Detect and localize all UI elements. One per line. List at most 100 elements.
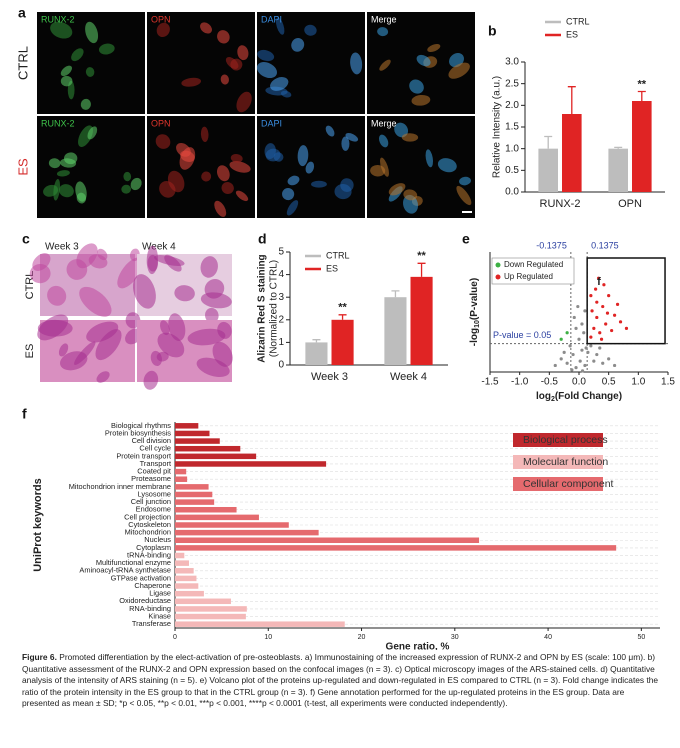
panel-label: f bbox=[22, 406, 27, 422]
point bbox=[598, 346, 602, 350]
stain bbox=[168, 313, 186, 342]
row-label: CTRL bbox=[15, 46, 30, 80]
bar bbox=[175, 499, 215, 505]
cell bbox=[225, 56, 239, 69]
column-label: Week 4 bbox=[142, 242, 176, 253]
y-tick-label: Proteasome bbox=[131, 474, 171, 483]
x-tick-label: Week 4 bbox=[390, 371, 427, 383]
bar bbox=[175, 514, 259, 521]
y-axis-label-part: 10 bbox=[474, 320, 481, 328]
bar bbox=[175, 430, 210, 437]
stain bbox=[58, 343, 69, 357]
point bbox=[580, 348, 584, 352]
y-tick-label: 0.0 bbox=[505, 187, 519, 198]
legend-label: Down Regulated bbox=[504, 260, 563, 269]
error-bar bbox=[338, 314, 347, 320]
point bbox=[589, 335, 593, 339]
point bbox=[568, 344, 572, 348]
error-bar bbox=[567, 86, 576, 114]
cell bbox=[159, 181, 176, 198]
point bbox=[580, 322, 584, 326]
y-tick-label: Cytoplasm bbox=[136, 543, 171, 552]
y-tick-label: Nucleus bbox=[144, 535, 171, 544]
cell bbox=[85, 67, 95, 77]
figure: a CTRL RUNX-2 OPN DAPI Merge ES RUNX-2 OPN DAPI Me… bbox=[15, 5, 675, 650]
cell bbox=[425, 149, 434, 168]
y-tick-label: Biological rhythms bbox=[111, 421, 171, 430]
point bbox=[565, 361, 569, 365]
bar bbox=[175, 529, 319, 536]
bar bbox=[175, 552, 185, 559]
cell bbox=[304, 24, 317, 36]
y-tick-label: 3.0 bbox=[505, 57, 519, 68]
bar bbox=[175, 537, 480, 544]
channel-label: DAPI bbox=[261, 118, 282, 128]
stain bbox=[47, 285, 67, 306]
cell bbox=[176, 143, 191, 157]
point bbox=[599, 337, 604, 341]
cell bbox=[155, 134, 171, 149]
threshold-label: 0.1375 bbox=[591, 240, 619, 250]
cell bbox=[380, 157, 389, 177]
y-tick-label: 1.0 bbox=[505, 143, 519, 154]
cell bbox=[156, 22, 170, 38]
bar bbox=[175, 621, 345, 627]
legend-swatch bbox=[513, 433, 603, 447]
channel-label: OPN bbox=[151, 14, 171, 24]
y-tick-label: 2.5 bbox=[505, 78, 519, 89]
x-axis-label-part: 2 bbox=[551, 396, 555, 403]
point bbox=[595, 315, 599, 320]
legend-label: Molecular function bbox=[523, 456, 608, 468]
stain bbox=[159, 320, 170, 336]
point bbox=[607, 294, 611, 298]
point bbox=[574, 326, 578, 330]
cell bbox=[280, 90, 292, 98]
point bbox=[624, 326, 629, 330]
error-bar bbox=[544, 135, 553, 149]
point bbox=[565, 331, 569, 335]
cell bbox=[345, 133, 359, 142]
stain bbox=[96, 371, 110, 383]
cell bbox=[448, 62, 470, 79]
point bbox=[595, 300, 599, 304]
channel-label: OPN bbox=[151, 118, 171, 128]
x-tick-label: 1.0 bbox=[631, 377, 645, 388]
stain bbox=[117, 257, 144, 289]
point bbox=[595, 352, 599, 357]
cell bbox=[305, 161, 315, 174]
cell bbox=[130, 177, 142, 191]
cell bbox=[236, 91, 252, 113]
y-axis-label: Alizarin Red S staining bbox=[257, 254, 268, 362]
cell bbox=[409, 79, 424, 94]
cell bbox=[325, 125, 335, 137]
channel-label: RUNX-2 bbox=[41, 14, 75, 24]
point bbox=[559, 357, 563, 361]
cell bbox=[80, 98, 91, 110]
y-tick-label: Mitochondrion inner membrane bbox=[69, 482, 171, 491]
bar bbox=[175, 583, 199, 589]
bar bbox=[175, 423, 199, 429]
stain bbox=[146, 245, 158, 275]
bar bbox=[632, 101, 652, 192]
stain bbox=[143, 370, 159, 390]
cell bbox=[256, 62, 278, 79]
bar bbox=[175, 438, 220, 444]
y-tick-label: tRNA-binding bbox=[127, 550, 171, 559]
stain bbox=[95, 329, 122, 361]
legend-label: Up Regulated bbox=[504, 272, 553, 281]
stain bbox=[74, 341, 96, 365]
bar bbox=[175, 545, 617, 551]
point bbox=[613, 313, 617, 317]
y-tick-label: Protein biosynthesis bbox=[105, 428, 171, 437]
cell bbox=[427, 43, 441, 53]
bar bbox=[175, 445, 241, 452]
point bbox=[618, 320, 623, 324]
y-tick-label: 0.5 bbox=[505, 165, 519, 176]
legend-swatch bbox=[495, 262, 501, 268]
cell bbox=[60, 65, 72, 77]
cell bbox=[379, 134, 389, 148]
cell bbox=[311, 180, 327, 188]
y-tick-label: 1 bbox=[278, 337, 284, 348]
point bbox=[596, 276, 601, 280]
point bbox=[582, 331, 586, 335]
